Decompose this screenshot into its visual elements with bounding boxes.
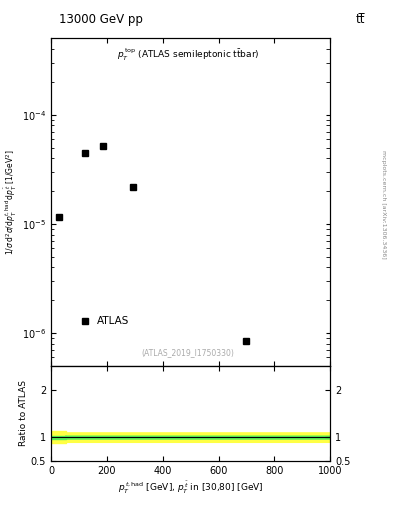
Text: tt̅: tt̅ bbox=[356, 13, 365, 26]
Text: mcplots.cern.ch [arXiv:1306.3436]: mcplots.cern.ch [arXiv:1306.3436] bbox=[381, 151, 386, 259]
Text: ATLAS: ATLAS bbox=[97, 316, 130, 326]
X-axis label: $p_T^{\,t,\mathrm{had}}$ [GeV], $p_T^{\,\bar{t}}$ in [30,80] [GeV]: $p_T^{\,t,\mathrm{had}}$ [GeV], $p_T^{\,… bbox=[118, 480, 263, 496]
Text: 13000 GeV pp: 13000 GeV pp bbox=[59, 13, 143, 26]
Y-axis label: $1/\sigma\,\mathrm{d}^2\sigma/\mathrm{d}p_T^{t,\mathrm{had}}\,\mathrm{d}p_T^{\ba: $1/\sigma\,\mathrm{d}^2\sigma/\mathrm{d}… bbox=[3, 150, 19, 255]
Text: (ATLAS_2019_I1750330): (ATLAS_2019_I1750330) bbox=[141, 349, 234, 357]
Y-axis label: Ratio to ATLAS: Ratio to ATLAS bbox=[19, 380, 28, 446]
Text: $p_T^{\,\rm top}$ (ATLAS semileptonic t$\bar{\rm t}$bar): $p_T^{\,\rm top}$ (ATLAS semileptonic t$… bbox=[117, 47, 259, 63]
